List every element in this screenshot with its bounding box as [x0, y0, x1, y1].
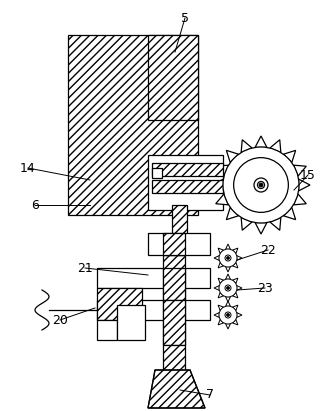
- Circle shape: [219, 279, 237, 297]
- Text: 20: 20: [52, 314, 68, 326]
- Circle shape: [227, 286, 230, 289]
- Bar: [97, 268, 210, 288]
- Circle shape: [225, 285, 231, 291]
- Polygon shape: [241, 217, 252, 230]
- Polygon shape: [148, 370, 205, 408]
- Circle shape: [254, 178, 268, 192]
- Bar: [97, 320, 117, 340]
- Polygon shape: [294, 165, 306, 176]
- Polygon shape: [255, 136, 267, 148]
- Polygon shape: [255, 222, 267, 234]
- Polygon shape: [298, 179, 310, 191]
- Text: 21: 21: [77, 261, 93, 275]
- Polygon shape: [218, 292, 224, 298]
- Bar: [152, 180, 223, 193]
- Circle shape: [259, 183, 263, 187]
- Polygon shape: [218, 305, 224, 311]
- Polygon shape: [226, 267, 231, 272]
- Text: 14: 14: [20, 162, 36, 175]
- Polygon shape: [237, 312, 242, 317]
- Polygon shape: [241, 140, 252, 152]
- Polygon shape: [270, 140, 281, 152]
- Bar: [148, 233, 210, 255]
- Bar: [97, 288, 142, 320]
- Polygon shape: [270, 217, 281, 230]
- Polygon shape: [226, 323, 231, 329]
- Circle shape: [257, 182, 264, 189]
- Bar: [97, 300, 210, 320]
- Polygon shape: [218, 262, 224, 268]
- Bar: [148, 155, 223, 210]
- Bar: [163, 345, 185, 375]
- Polygon shape: [214, 312, 219, 317]
- Circle shape: [227, 314, 230, 316]
- Polygon shape: [294, 194, 306, 205]
- Bar: [163, 268, 185, 300]
- Polygon shape: [216, 194, 229, 205]
- Circle shape: [223, 147, 299, 223]
- Polygon shape: [218, 319, 224, 325]
- Polygon shape: [233, 278, 238, 284]
- Polygon shape: [237, 256, 242, 261]
- Polygon shape: [233, 305, 238, 311]
- Polygon shape: [283, 150, 296, 163]
- Polygon shape: [233, 319, 238, 325]
- Polygon shape: [214, 286, 219, 291]
- Polygon shape: [233, 292, 238, 298]
- Bar: [152, 163, 223, 176]
- Text: 5: 5: [181, 12, 189, 25]
- Polygon shape: [226, 150, 239, 163]
- Polygon shape: [233, 248, 238, 254]
- Circle shape: [234, 158, 288, 212]
- Polygon shape: [226, 297, 231, 302]
- Circle shape: [219, 306, 237, 324]
- Circle shape: [225, 255, 231, 261]
- Polygon shape: [226, 301, 231, 306]
- Polygon shape: [218, 278, 224, 284]
- Text: 7: 7: [206, 388, 214, 402]
- Circle shape: [225, 312, 231, 318]
- Bar: [148, 35, 198, 120]
- Polygon shape: [214, 256, 219, 261]
- Bar: [68, 35, 198, 215]
- Polygon shape: [216, 165, 229, 176]
- Polygon shape: [212, 179, 223, 191]
- Polygon shape: [226, 244, 231, 249]
- Bar: [163, 300, 185, 345]
- Bar: [152, 168, 162, 178]
- Bar: [163, 255, 185, 345]
- Text: 22: 22: [260, 243, 276, 256]
- Polygon shape: [226, 274, 231, 279]
- Bar: [117, 305, 145, 340]
- Text: 6: 6: [31, 199, 39, 212]
- Polygon shape: [226, 207, 239, 219]
- Circle shape: [227, 256, 230, 259]
- Polygon shape: [237, 286, 242, 291]
- Text: 15: 15: [300, 169, 316, 182]
- Bar: [163, 233, 185, 255]
- Text: 23: 23: [257, 282, 273, 295]
- Polygon shape: [233, 262, 238, 268]
- Polygon shape: [283, 207, 296, 219]
- Circle shape: [219, 249, 237, 267]
- Bar: [172, 205, 187, 235]
- Polygon shape: [218, 248, 224, 254]
